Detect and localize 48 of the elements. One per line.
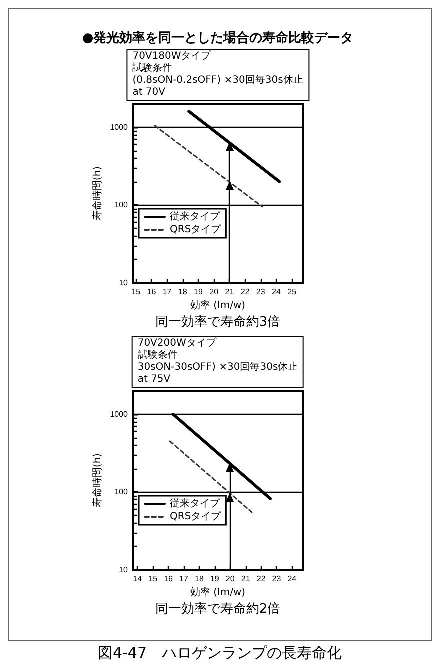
x-tick-label: 21 (225, 288, 235, 296)
y-tick-label: 100 (114, 488, 129, 497)
text: (0.8sON-0.2sOFF) ×30回毎30s休止 (132, 75, 304, 87)
legend-label: QRSタイプ (170, 224, 222, 236)
text: 試験条件 (132, 63, 174, 75)
x-tick-label: 18 (178, 288, 188, 296)
x-tick-label: 25 (288, 288, 298, 296)
x-tick-label: 20 (226, 574, 236, 584)
text: at 70V (132, 87, 166, 99)
y-axis-title: 寿命時間(h) (92, 453, 104, 508)
x-axis-title: 効率 (lm/w) (190, 300, 246, 312)
legend-label: 従来タイプ (170, 498, 221, 510)
x-tick-label: 22 (240, 288, 250, 296)
y-tick-label: 1000 (110, 122, 129, 132)
text: 試験条件 (138, 350, 179, 362)
y-tick-label: 100 (114, 200, 129, 210)
x-tick-label: 24 (272, 288, 282, 296)
text: at 75V (138, 374, 172, 386)
x-tick-label: 17 (180, 574, 189, 584)
legend-label: QRSタイプ (170, 510, 222, 522)
x-tick-label: 16 (164, 574, 174, 584)
x-tick-label: 14 (133, 574, 143, 584)
x-tick-label: 19 (210, 574, 220, 584)
x-tick-label: 21 (241, 574, 251, 584)
text: 30sON-30sOFF) ×30回毎30s休止 (138, 362, 298, 374)
y-tick-label: 10 (119, 566, 129, 574)
y-tick-label: 1000 (110, 410, 129, 419)
x-axis-title: 効率 (lm/w) (190, 586, 246, 598)
x-tick-label: 20 (210, 288, 220, 296)
y-tick-label: 10 (119, 278, 129, 288)
text: 70V180Wタイプ (132, 51, 212, 62)
legend-label: 従来タイプ (170, 210, 221, 222)
y-axis-title: 寿命時間(h) (92, 166, 104, 221)
text: 同一効率で寿命約3倍 (155, 314, 281, 331)
x-tick-label: 15 (148, 574, 158, 584)
chart-title: ●発光効率を同一とした場合の寿命比較データ (82, 30, 354, 47)
x-tick-label: 22 (256, 574, 266, 584)
x-tick-label: 19 (194, 288, 204, 296)
x-tick-label: 24 (288, 574, 298, 584)
x-tick-label: 23 (272, 574, 282, 584)
text: 70V200Wタイプ (138, 338, 218, 350)
x-tick-label: 17 (162, 288, 172, 296)
x-tick-label: 18 (195, 574, 204, 584)
text: 図4-47 ハロゲンランプの長寿命化 (96, 644, 344, 663)
x-tick-label: 15 (132, 288, 142, 296)
text: 同一効率で寿命約2倍 (155, 601, 281, 618)
x-tick-label: 16 (147, 288, 157, 296)
x-tick-label: 23 (256, 288, 266, 296)
